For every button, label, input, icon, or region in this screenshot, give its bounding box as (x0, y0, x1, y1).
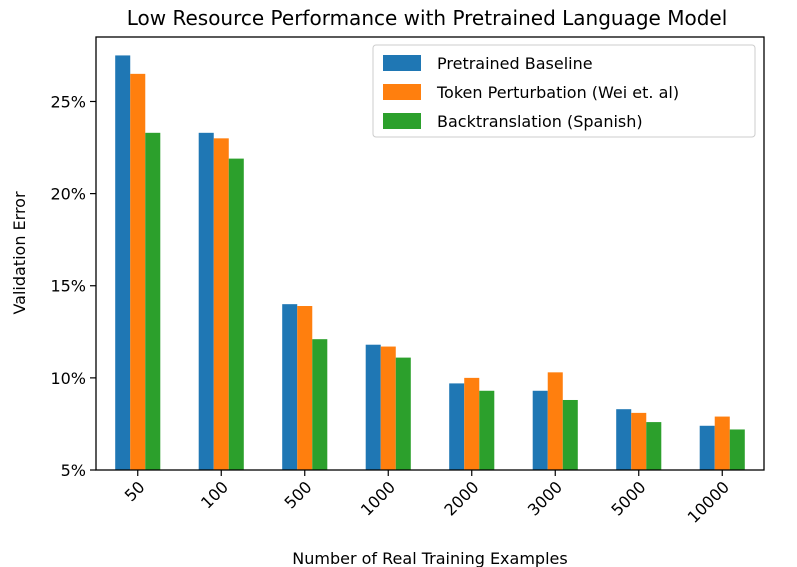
bar-50-series-2 (130, 73, 146, 470)
legend-swatch (383, 55, 421, 71)
bar-5000-series-1 (616, 409, 632, 470)
bar-1000-series-1 (365, 344, 381, 470)
bar-5000-series-2 (631, 412, 647, 470)
x-tick-label: 1000 (357, 477, 399, 519)
bar-2000-series-3 (479, 390, 495, 470)
x-tick-label: 2000 (440, 477, 482, 519)
bar-10000-series-1 (699, 425, 715, 470)
bar-1000-series-3 (395, 357, 411, 470)
legend-label: Token Perturbation (Wei et. al) (436, 83, 679, 102)
x-tick-label: 10000 (684, 477, 733, 526)
y-tick-label: 15% (50, 277, 86, 296)
x-axis: 50 100 500 1000 2000 3000 5000 10000 (121, 470, 733, 527)
x-axis-label: Number of Real Training Examples (292, 549, 567, 567)
bar-1000-series-2 (380, 346, 396, 470)
y-tick-label: 10% (50, 369, 86, 388)
legend-label: Backtranslation (Spanish) (437, 112, 643, 131)
x-tick-label: 5000 (607, 477, 649, 519)
bar-3000-series-2 (547, 372, 563, 470)
bar-3000-series-1 (532, 390, 548, 470)
y-tick-label: 25% (50, 92, 86, 111)
bar-50-series-1 (115, 55, 131, 470)
legend-swatch (383, 84, 421, 100)
bar-50-series-3 (145, 132, 161, 471)
legend-box (372, 44, 756, 138)
x-tick-label: 3000 (524, 477, 566, 519)
bar-500-series-2 (297, 306, 313, 470)
x-tick-label: 100 (197, 477, 232, 512)
y-axis-label: Validation Error (10, 191, 29, 315)
legend-swatch (383, 113, 421, 129)
legend-label: Pretrained Baseline (437, 54, 593, 73)
bar-5000-series-3 (646, 422, 662, 470)
bars-group (115, 55, 745, 471)
chart-title: Low Resource Performance with Pretrained… (127, 6, 728, 30)
x-tick-label: 50 (121, 477, 149, 505)
bar-3000-series-3 (562, 399, 578, 470)
y-tick-label: 5% (61, 461, 86, 480)
y-axis: 5% 10% 15% 20% 25% (50, 92, 96, 480)
bar-500-series-3 (312, 339, 328, 470)
bar-500-series-1 (282, 304, 298, 470)
bar-100-series-2 (213, 138, 229, 470)
bar-100-series-3 (228, 158, 244, 470)
plot-frame (95, 36, 765, 471)
x-tick-label: 500 (281, 477, 316, 512)
bar-100-series-1 (198, 132, 214, 471)
legend: Pretrained Baseline Token Perturbation (W… (372, 44, 756, 138)
bar-10000-series-2 (714, 416, 730, 470)
bar-10000-series-3 (729, 429, 745, 470)
y-tick-label: 20% (50, 185, 86, 204)
bar-2000-series-1 (449, 383, 465, 470)
bar-2000-series-2 (464, 377, 480, 470)
